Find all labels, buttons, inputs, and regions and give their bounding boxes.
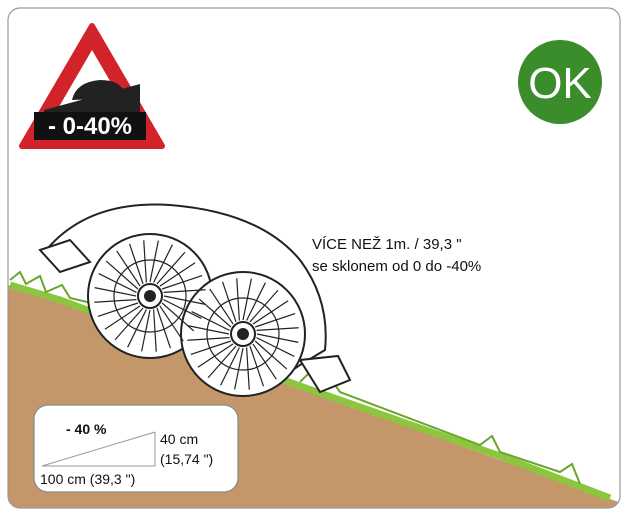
spoke [256, 337, 295, 357]
spoke [197, 343, 234, 368]
ok-badge [518, 40, 602, 124]
spoke [141, 309, 151, 352]
height-label: 40 cm [160, 431, 198, 447]
spoke [252, 300, 289, 325]
spoke [254, 312, 296, 328]
spoke [252, 343, 277, 380]
spoke [256, 327, 299, 331]
spoke [153, 309, 157, 352]
spoke [221, 281, 237, 323]
spoke [128, 243, 144, 285]
spoke [153, 244, 173, 283]
spoke [249, 289, 279, 323]
spoke [207, 345, 237, 379]
spoke [191, 311, 230, 331]
mower [38, 203, 352, 397]
wheel-ring [113, 259, 187, 333]
spoke [116, 250, 141, 287]
spoke [246, 347, 250, 390]
spoke [198, 298, 232, 328]
hub-center [144, 290, 156, 302]
spoke [236, 278, 240, 321]
spoke [190, 340, 232, 356]
spoke [187, 325, 230, 335]
spoke [187, 337, 230, 341]
base-label: 100 cm (39,3 ") [40, 471, 135, 487]
spoke [163, 289, 206, 293]
spoke [246, 282, 266, 321]
spoke [163, 295, 206, 305]
sign-label: - 0-40% [48, 113, 132, 140]
spoke [127, 309, 147, 348]
ok-label: OK [528, 59, 592, 108]
sign-mower [72, 80, 124, 100]
spoke [98, 273, 137, 293]
spoke [256, 333, 299, 343]
spoke [159, 262, 196, 287]
spoke [149, 240, 159, 283]
spoke [97, 302, 139, 318]
spoke [220, 347, 240, 386]
slope-line [41, 431, 156, 467]
spoke [249, 345, 265, 387]
spoke [156, 251, 186, 285]
mower-bumper [38, 238, 92, 274]
frame [7, 7, 621, 509]
height-label: (15,74 ") [160, 451, 213, 467]
spoke [156, 307, 172, 349]
spoke [94, 287, 137, 297]
spoke [163, 299, 202, 319]
spoke [242, 278, 252, 321]
mower-bumper [298, 354, 352, 394]
spoke [254, 340, 288, 370]
caption-line: se sklonem od 0 do -40% [312, 258, 481, 275]
hub-center [237, 328, 249, 340]
slope-label: - 40 % [66, 421, 107, 437]
sign-label-box [34, 112, 146, 140]
spoke [143, 240, 147, 283]
spoke [104, 305, 141, 330]
spoke [114, 307, 144, 341]
spoke [161, 274, 203, 290]
wheel-ring [206, 297, 280, 371]
caption-line: VÍCE NEŽ 1m. / 39,3 " [312, 236, 462, 253]
info-box [33, 404, 239, 493]
spoke [209, 288, 234, 325]
spoke [94, 299, 137, 303]
spoke [234, 347, 244, 390]
spoke [105, 260, 139, 290]
spoke [159, 305, 184, 342]
